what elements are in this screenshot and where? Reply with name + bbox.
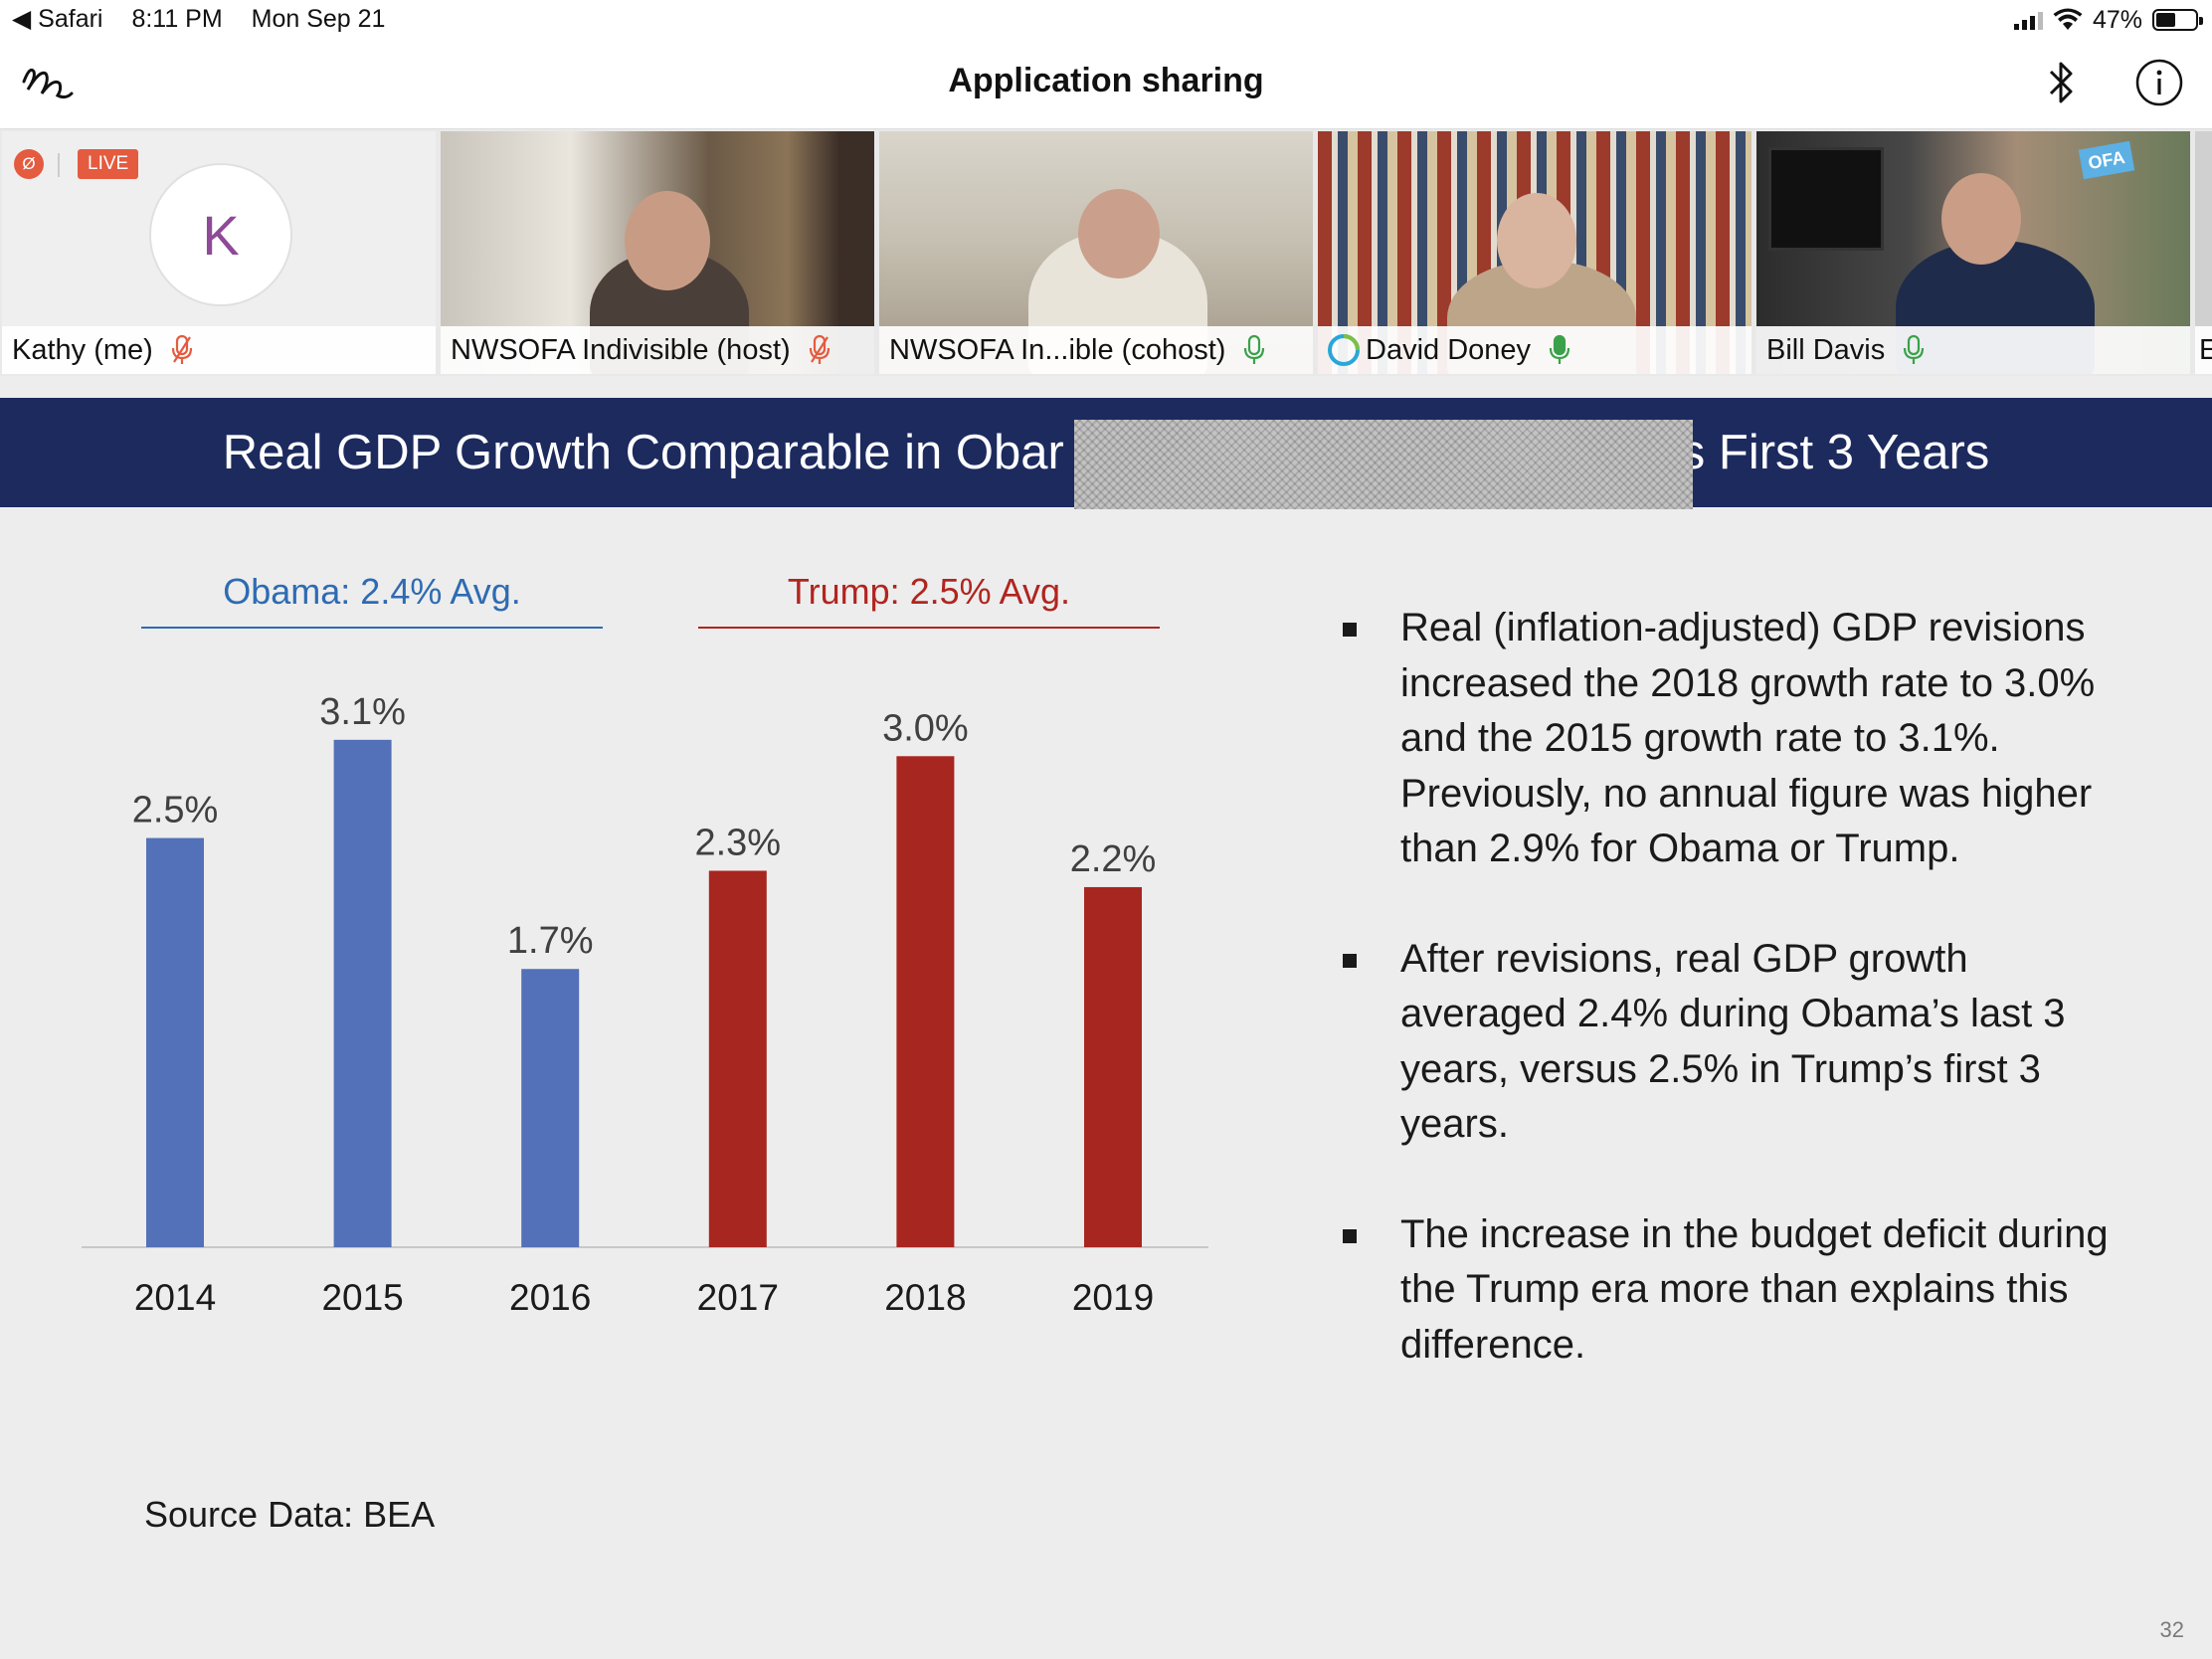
status-bar: ◀ Safari 8:11 PM Mon Sep 21 47% xyxy=(0,0,2212,40)
info-icon[interactable] xyxy=(2134,58,2184,107)
data-label-2017: 2.3% xyxy=(694,822,781,863)
obama-average-label: Obama: 2.4% Avg. xyxy=(223,571,521,612)
data-label-2016: 1.7% xyxy=(507,920,594,962)
redacted-region xyxy=(1074,420,1693,509)
bar-2018 xyxy=(896,756,955,1247)
bullet-marker xyxy=(1343,623,1357,637)
source-note: Source Data: BEA xyxy=(144,1494,436,1535)
bar-2015 xyxy=(333,739,392,1247)
status-date: Mon Sep 21 xyxy=(251,5,386,33)
bullet-text: After revisions, real GDP growth average… xyxy=(1400,936,2066,1147)
participant-tile-davis[interactable]: OFA Bill Davis xyxy=(1756,131,2190,374)
ofa-sign: OFA xyxy=(2078,140,2135,180)
status-right: 47% xyxy=(2013,4,2203,36)
video-head xyxy=(1078,189,1160,278)
trump-label-rule xyxy=(698,627,1160,629)
back-to-app-link[interactable]: ◀ Safari xyxy=(12,5,103,33)
bullet-text: Real (inflation-adjusted) GDP revisions … xyxy=(1400,606,2096,870)
bar-2016 xyxy=(521,969,580,1247)
participant-name-bar: Kathy (me) xyxy=(2,326,436,374)
live-badge: LIVE xyxy=(78,149,139,179)
bullet-list: Real (inflation-adjusted) GDP revisions … xyxy=(1333,601,2128,1427)
participant-name: Kathy (me) xyxy=(12,333,153,366)
participant-name: NWSOFA In...ible (cohost) xyxy=(889,333,1226,366)
mic-on-icon xyxy=(1904,334,1925,364)
participant-name: Bill Davis xyxy=(1766,333,1886,366)
participant-name-bar: E xyxy=(2195,326,2212,374)
bar-2014 xyxy=(146,837,204,1247)
bullet-marker xyxy=(1343,1228,1357,1243)
annotate-icon[interactable] xyxy=(20,60,76,107)
battery-percent: 47% xyxy=(2092,5,2142,34)
x-tick-label-2014: 2014 xyxy=(134,1277,216,1318)
participant-name-bar: NWSOFA Indivisible (host) xyxy=(441,326,874,374)
x-tick-label-2017: 2017 xyxy=(697,1277,779,1318)
mic-muted-icon xyxy=(171,334,192,364)
video-head xyxy=(1497,193,1576,288)
data-label-2018: 3.0% xyxy=(882,707,969,749)
shared-slide: Real GDP Growth Comparable in Obar s Firs… xyxy=(0,376,2212,1659)
participant-name-bar: NWSOFA In...ible (cohost) xyxy=(879,326,1313,374)
data-label-2019: 2.2% xyxy=(1070,838,1157,880)
x-tick-label-2018: 2018 xyxy=(884,1277,966,1318)
app-title: Application sharing xyxy=(948,62,1264,99)
slide-title-banner: Real GDP Growth Comparable in Obar s Firs… xyxy=(0,398,2212,509)
obama-label-rule xyxy=(141,627,603,629)
slide-title: Real GDP Growth Comparable in Obar s Firs… xyxy=(0,398,2212,507)
data-label-2014: 2.5% xyxy=(132,790,219,831)
gdp-growth-bar-chart: 2.5% 2014 3.1% 2015 1.7% 2016 2.3% 2017 3.0% 2018… xyxy=(82,691,1208,1318)
x-tick-label-2015: 2015 xyxy=(321,1277,403,1318)
trump-average-label: Trump: 2.5% Avg. xyxy=(787,571,1071,612)
bullet-text: The increase in the budget deficit durin… xyxy=(1400,1211,2109,1367)
avatar: K xyxy=(149,163,292,306)
bar-2017 xyxy=(708,870,767,1247)
video-monitor xyxy=(1768,147,1884,251)
divider xyxy=(58,153,60,177)
participant-name: NWSOFA Indivisible (host) xyxy=(451,333,791,366)
status-time: 8:11 PM xyxy=(131,5,223,33)
bar-2019 xyxy=(1084,886,1142,1247)
x-tick-label-2016: 2016 xyxy=(509,1277,591,1318)
self-mute-icon[interactable]: Ø xyxy=(14,149,44,179)
bullet-marker xyxy=(1343,953,1357,968)
bluetooth-icon[interactable] xyxy=(2041,58,2081,107)
data-label-2015: 3.1% xyxy=(319,691,406,733)
mic-on-icon xyxy=(1549,334,1570,364)
participant-tile-kathy[interactable]: Ø LIVE K Kathy (me) xyxy=(2,131,436,374)
video-head xyxy=(1941,173,2021,265)
bullet-item: After revisions, real GDP growth average… xyxy=(1333,932,2128,1153)
webex-app-icon xyxy=(1328,334,1360,366)
bullet-item: The increase in the budget deficit durin… xyxy=(1333,1207,2128,1374)
participant-name-bar: Bill Davis xyxy=(1756,326,2190,374)
participant-tile-host[interactable]: NWSOFA Indivisible (host) xyxy=(441,131,874,374)
slide-title-right: s First 3 Years xyxy=(1680,426,1990,479)
back-app-label: Safari xyxy=(38,5,103,33)
participant-tile-cohost[interactable]: NWSOFA In...ible (cohost) xyxy=(879,131,1313,374)
participant-tile-doney[interactable]: David Doney xyxy=(1318,131,1751,374)
status-left: ◀ Safari 8:11 PM Mon Sep 21 xyxy=(12,4,407,34)
slide-title-left: Real GDP Growth Comparable in Obar xyxy=(222,426,1064,479)
mic-muted-icon xyxy=(809,334,830,364)
participant-name-bar: David Doney xyxy=(1318,326,1751,374)
participant-video-strip[interactable]: Ø LIVE K Kathy (me) NWSOFA Indivisible (… xyxy=(0,129,2212,376)
app-header: Application sharing xyxy=(0,40,2212,129)
wifi-icon xyxy=(2053,8,2083,30)
x-tick-label-2019: 2019 xyxy=(1072,1277,1154,1318)
slide-page-number: 32 xyxy=(2159,1617,2184,1642)
video-head xyxy=(625,191,710,290)
participant-name: David Doney xyxy=(1366,333,1532,366)
cellular-signal-icon xyxy=(2013,10,2043,30)
participant-name: E xyxy=(2199,333,2212,366)
bullet-item: Real (inflation-adjusted) GDP revisions … xyxy=(1333,601,2128,877)
participant-tile-partial[interactable]: E xyxy=(2195,131,2212,374)
mic-on-icon xyxy=(1244,334,1265,364)
battery-icon xyxy=(2152,9,2203,31)
